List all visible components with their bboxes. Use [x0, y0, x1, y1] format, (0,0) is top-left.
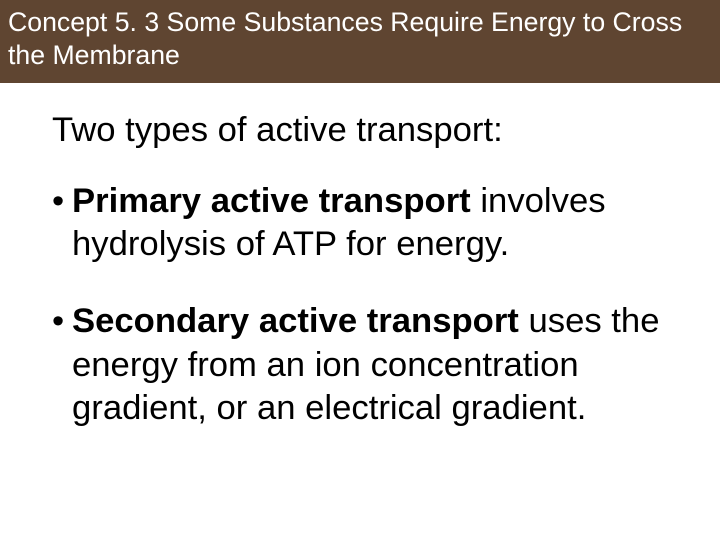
slide-content: Two types of active transport: Primary a… — [0, 83, 720, 431]
bullet-item: Primary active transport involves hydrol… — [52, 180, 668, 267]
slide: Concept 5. 3 Some Substances Require Ene… — [0, 0, 720, 540]
bullet-item: Secondary active transport uses the ener… — [52, 300, 668, 430]
bullet-bold: Primary active transport — [72, 182, 471, 220]
content-heading: Two types of active transport: — [52, 111, 668, 150]
bullet-bold: Secondary active transport — [72, 302, 519, 340]
concept-header-text: Concept 5. 3 Some Substances Require Ene… — [8, 6, 712, 73]
concept-header-bar: Concept 5. 3 Some Substances Require Ene… — [0, 0, 720, 83]
